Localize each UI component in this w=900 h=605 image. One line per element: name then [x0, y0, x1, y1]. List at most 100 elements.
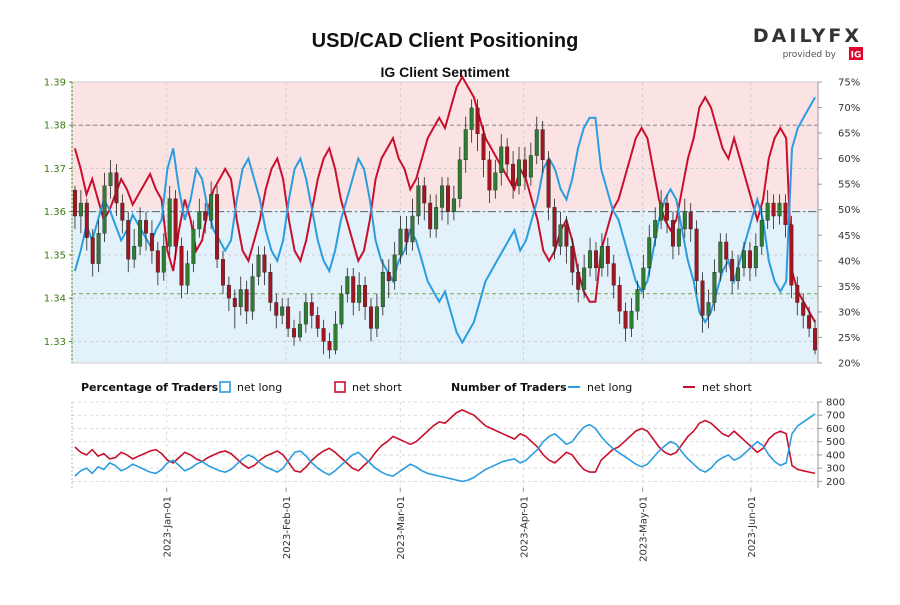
legend-pct-short-swatch [334, 381, 346, 393]
price-candle [339, 293, 344, 325]
price-candle [445, 185, 450, 212]
price-candle [286, 306, 291, 329]
legend-number-heading: Number of Traders [451, 381, 567, 394]
brand-sub: provided by [783, 50, 837, 60]
date-tick-label: 2023-Jun-01 [747, 496, 758, 558]
price-tick-label: 1.39 [44, 78, 66, 89]
pct-tick-label: 60% [838, 154, 860, 165]
price-candle [144, 220, 148, 234]
price-candle [807, 315, 812, 329]
date-tick-label: 2023-Feb-01 [282, 496, 293, 559]
legend-pct-short-label: net short [352, 381, 403, 394]
traders-plot-axes: 200 300 400 500 600 700 800 [71, 398, 845, 488]
price-candle [534, 129, 539, 156]
price-candle [167, 198, 172, 247]
price-candle [404, 228, 409, 243]
price-candle [659, 202, 664, 221]
price-candle [623, 310, 628, 329]
traders-tick-label: 200 [826, 477, 845, 488]
percentage-lines [73, 74, 816, 345]
chart-title: USD/CAD Client Positioning [312, 30, 579, 52]
price-candle [256, 254, 261, 277]
price-candle [440, 185, 445, 208]
price-candle [357, 284, 362, 303]
price-candle [416, 185, 421, 217]
legend: Percentage of Traders net long net short… [81, 381, 753, 394]
price-candle [582, 267, 587, 290]
price-candle [179, 246, 184, 286]
price-candle [522, 159, 527, 178]
price-candle [422, 185, 427, 204]
price-candle [220, 259, 225, 286]
price-candle [173, 198, 178, 247]
x-axis-date-ticks: 2023-Jan-01 2023-Feb-01 2023-Mar-01 2023-Ap… [163, 488, 758, 562]
price-candle [374, 306, 379, 329]
date-tick-label: 2023-Apr-01 [519, 496, 530, 558]
price-candle [197, 211, 202, 230]
price-candle [594, 250, 598, 269]
net-short-zone [72, 82, 818, 210]
traders-plot-gridlines [72, 401, 818, 488]
price-candle [576, 272, 581, 290]
pct-net-short-line [73, 74, 816, 323]
price-tick-label: 1.34 [44, 294, 66, 305]
pct-tick-label: 50% [838, 205, 860, 216]
price-candle [682, 211, 687, 230]
num-net-long-line [74, 413, 816, 483]
price-candle [102, 185, 107, 234]
price-candle [653, 220, 658, 238]
price-candle [149, 233, 154, 251]
date-tick-label: 2023-May-01 [639, 496, 650, 562]
price-candle [138, 220, 143, 247]
price-candle [72, 189, 77, 217]
price-candle [132, 246, 137, 260]
price-candle [736, 267, 741, 282]
traders-tick-label: 600 [826, 424, 845, 435]
pct-tick-label: 70% [838, 103, 860, 114]
price-candle [451, 198, 456, 212]
date-tick-label: 2023-Mar-01 [396, 496, 407, 560]
price-candle [611, 263, 616, 286]
price-candle [262, 254, 267, 273]
price-candle [759, 220, 764, 247]
price-candle [90, 237, 95, 264]
price-candle [771, 202, 776, 217]
price-candle [694, 228, 699, 282]
price-candle [499, 146, 504, 173]
traders-tick-label: 500 [826, 437, 845, 448]
price-candle [457, 159, 462, 199]
pct-tick-label: 30% [838, 307, 860, 318]
price-candle [274, 302, 279, 316]
traders-tick-label: 800 [826, 398, 845, 409]
price-candle [670, 220, 675, 247]
price-candle [386, 272, 391, 282]
pct-tick-label: 40% [838, 256, 860, 267]
legend-pct-long-label: net long [237, 381, 282, 394]
brand-name: DAILYFX [753, 25, 862, 47]
pct-tick-label: 35% [838, 282, 860, 293]
ig-logo-text: IG [851, 51, 862, 61]
traders-tick-label: 700 [826, 411, 845, 422]
price-candle [209, 194, 214, 221]
price-candle [475, 107, 480, 135]
price-candle [280, 306, 285, 316]
price-candle [392, 254, 397, 282]
price-candle [783, 202, 788, 225]
price-candle [801, 302, 806, 316]
price-candle [84, 202, 89, 238]
price-candle [244, 289, 249, 312]
price-candle [747, 250, 752, 269]
price-tick-label: 1.38 [44, 121, 66, 132]
price-tick-label: 1.35 [44, 250, 66, 261]
price-candle [203, 211, 208, 221]
price-candle [564, 224, 569, 247]
price-candle [126, 220, 131, 260]
price-candle [528, 155, 533, 178]
price-candles [72, 99, 818, 359]
price-candle [700, 280, 705, 316]
price-candle [487, 159, 492, 191]
price-candle [321, 328, 326, 342]
price-tick-label: 1.36 [44, 207, 66, 218]
price-candle [552, 207, 557, 247]
